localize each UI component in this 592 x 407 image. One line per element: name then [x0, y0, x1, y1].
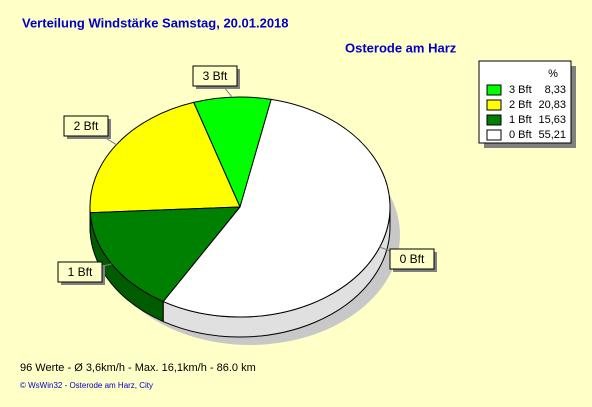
pie-slice [162, 98, 391, 318]
legend-label: 1 Bft [509, 114, 532, 126]
slice-labels: 3 Bft 2 Bft 1 Bft 0 Bft [57, 65, 437, 285]
legend-value: 8,33 [545, 84, 566, 96]
label-box [389, 248, 435, 270]
legend-label: 2 Bft [509, 99, 532, 111]
label-box [192, 65, 238, 87]
legend-entries: 3 Bft 8,33 2 Bft 20,83 1 Bft 15,63 0 Bft 55,21 [486, 84, 566, 141]
slice-label: 3 Bft [203, 69, 228, 83]
legend-swatch [486, 129, 502, 141]
chart-title: Verteilung Windstärke Samstag, 20.01.201… [22, 15, 289, 30]
slice-label: 2 Bft [74, 119, 99, 133]
label-box [57, 261, 103, 283]
legend-label: 3 Bft [509, 84, 532, 96]
pie-slice [89, 206, 242, 303]
pie-slice [89, 101, 241, 214]
slice-label: 0 Bft [400, 252, 425, 266]
legend-header: % [548, 68, 558, 80]
legend-label: 0 Bft [509, 129, 532, 141]
legend-value: 20,83 [538, 99, 566, 111]
legend-value: 55,21 [538, 129, 566, 141]
slice-label: 1 Bft [68, 265, 93, 279]
footer: 96 Werte - Ø 3,6km/h - Max. 16,1km/h - 8… [20, 362, 256, 374]
chart-subtitle: Osterode am Harz [345, 40, 457, 55]
legend-value: 15,63 [538, 114, 566, 126]
legend-swatch [486, 99, 502, 111]
legend-swatch [486, 114, 502, 126]
pie [89, 96, 400, 345]
legend-swatch [486, 84, 502, 96]
label-box [63, 115, 109, 137]
copyright: © WsWin32 - Osterode am Harz, City [20, 381, 153, 390]
